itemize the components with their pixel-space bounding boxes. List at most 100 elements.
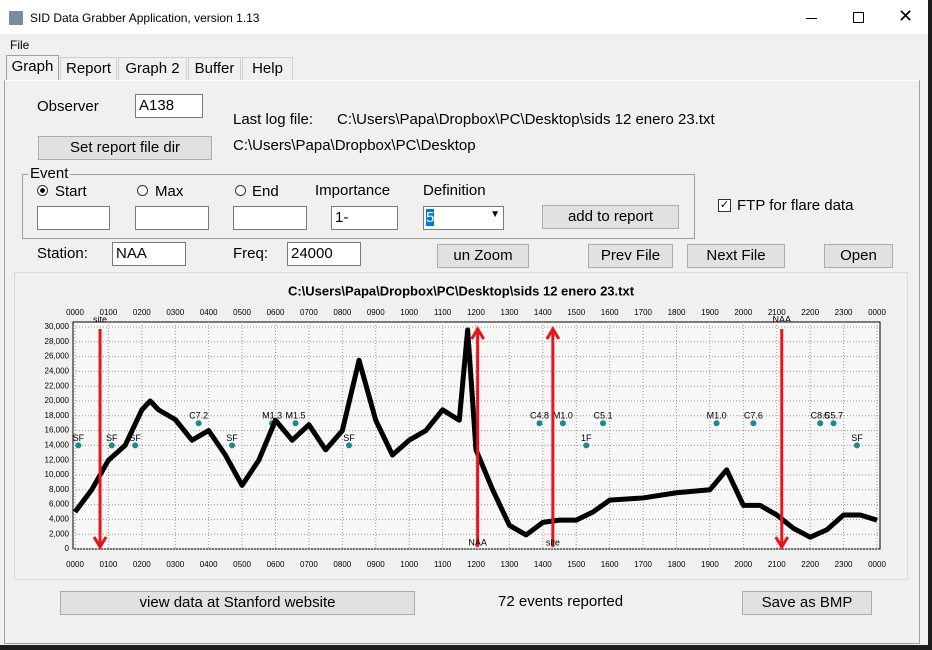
checkbox[interactable]: ✓ [718,199,731,212]
button[interactable]: Set report file dir [38,136,212,160]
freq-input[interactable]: 24000 [287,242,361,266]
radio[interactable] [235,185,246,196]
arrow-label: NAA [468,537,487,547]
observer-input[interactable]: A138 [135,94,203,118]
event-label: SF [129,433,141,443]
arrow-label: NAA [773,314,792,324]
chart-title: C:\Users\Papa\Dropbox\PC\Desktop\sids 12… [288,283,635,298]
x-tick-label: 1600 [601,560,619,569]
event-label: C7.6 [744,411,763,421]
title-bar: SID Data Grabber Application, version 1.… [0,0,928,34]
button[interactable]: Open [824,244,893,268]
arrow-head [774,536,790,550]
dropdown-arrow: ▼ [490,209,500,220]
radio[interactable] [137,185,148,196]
event-dot [559,420,566,427]
event-dot [292,420,299,427]
x-tick-label: 0200 [133,560,151,569]
menu-file[interactable]: File [10,38,30,52]
arrow-label: site [546,537,560,547]
x-tick-label-top: 1900 [701,308,719,317]
button[interactable]: add to report [542,205,679,229]
arrow-head [470,326,485,340]
y-tick-label: 8,000 [49,485,70,494]
y-tick-label: 26,000 [45,352,70,361]
event-dot [195,420,202,427]
x-tick-label-top: 0100 [100,308,118,317]
x-tick-label-top: 1300 [501,308,519,317]
x-tick-label-top: 1000 [400,308,418,317]
x-tick-label-top: 0000 [66,308,84,317]
x-tick-label: 2300 [835,560,853,569]
station-input[interactable]: NAA [112,242,186,266]
group-label: Event [28,165,71,182]
maximize[interactable] [853,12,864,23]
x-tick-label-top: 0900 [367,308,385,317]
tab[interactable]: Help [242,57,293,80]
x-tick-label: 1400 [534,560,552,569]
x-tick-label-top: 1400 [534,308,552,317]
event-dot [229,442,236,449]
tab[interactable]: Buffer [188,57,241,80]
importance-input[interactable]: 1- [331,206,398,230]
x-tick-label-top: 1700 [634,308,652,317]
x-tick-label-top: 0600 [267,308,285,317]
x-tick-label: 0800 [333,560,351,569]
definition-select[interactable]: 5 ▼ [423,206,504,230]
app-icon [9,11,23,25]
x-tick-label: 0900 [367,560,385,569]
x-tick-label-top: 0500 [233,308,251,317]
x-tick-label-top: 0000 [868,308,886,317]
x-tick-label: 0000 [66,560,84,569]
start-input[interactable] [37,206,110,230]
event-dot [536,420,543,427]
x-tick-label-top: 0400 [200,308,218,317]
y-tick-label: 0 [65,544,70,553]
event-label: C8.5 [811,411,830,421]
y-tick-label: 20,000 [45,396,70,405]
button[interactable]: view data at Stanford website [60,591,415,615]
button[interactable]: Prev File [588,244,673,268]
event-dot [108,442,115,449]
y-tick-label: 4,000 [49,515,70,524]
x-tick-label: 1100 [434,560,452,569]
x-tick-label-top: 0200 [133,308,151,317]
event-label: C7.2 [189,411,208,421]
window-title: SID Data Grabber Application, version 1.… [30,11,260,25]
y-tick-label: 22,000 [45,381,70,390]
event-label: M1.3 [262,411,282,421]
event-label: C5.7 [824,411,843,421]
label: Importance [315,182,391,199]
button[interactable]: Next File [687,244,785,268]
label: Freq: [233,245,269,262]
y-tick-label: 28,000 [45,337,70,346]
radio[interactable] [37,185,48,196]
event-dot [817,420,824,427]
event-label: SF [343,433,355,443]
y-tick-label: 10,000 [45,470,70,479]
selected-value: 5 [426,209,435,226]
event-dot [750,420,757,427]
button[interactable]: un Zoom [437,244,529,268]
log-path: C:\Users\Papa\Dropbox\PC\Desktop\sids 12… [337,111,715,128]
x-tick-label: 0300 [166,560,184,569]
x-tick-label: 1300 [501,560,519,569]
y-tick-label: 24,000 [45,367,70,376]
close[interactable]: ✕ [898,6,914,26]
tab[interactable]: Graph 2 [118,57,187,80]
x-tick-label: 1200 [467,560,485,569]
minimize[interactable] [806,18,817,19]
x-tick-label-top: 0700 [300,308,318,317]
tab[interactable]: Graph [6,55,59,81]
event-label: SF [851,433,863,443]
max-input[interactable] [135,206,209,230]
end-input[interactable] [233,206,307,230]
y-tick-label: 12,000 [45,455,70,464]
tab[interactable]: Report [60,57,117,80]
button[interactable]: Save as BMP [742,591,872,615]
report-dir: C:\Users\Papa\Dropbox\PC\Desktop [233,137,476,154]
y-tick-label: 30,000 [45,322,70,331]
signal-line [73,327,878,540]
x-tick-label: 0400 [200,560,218,569]
